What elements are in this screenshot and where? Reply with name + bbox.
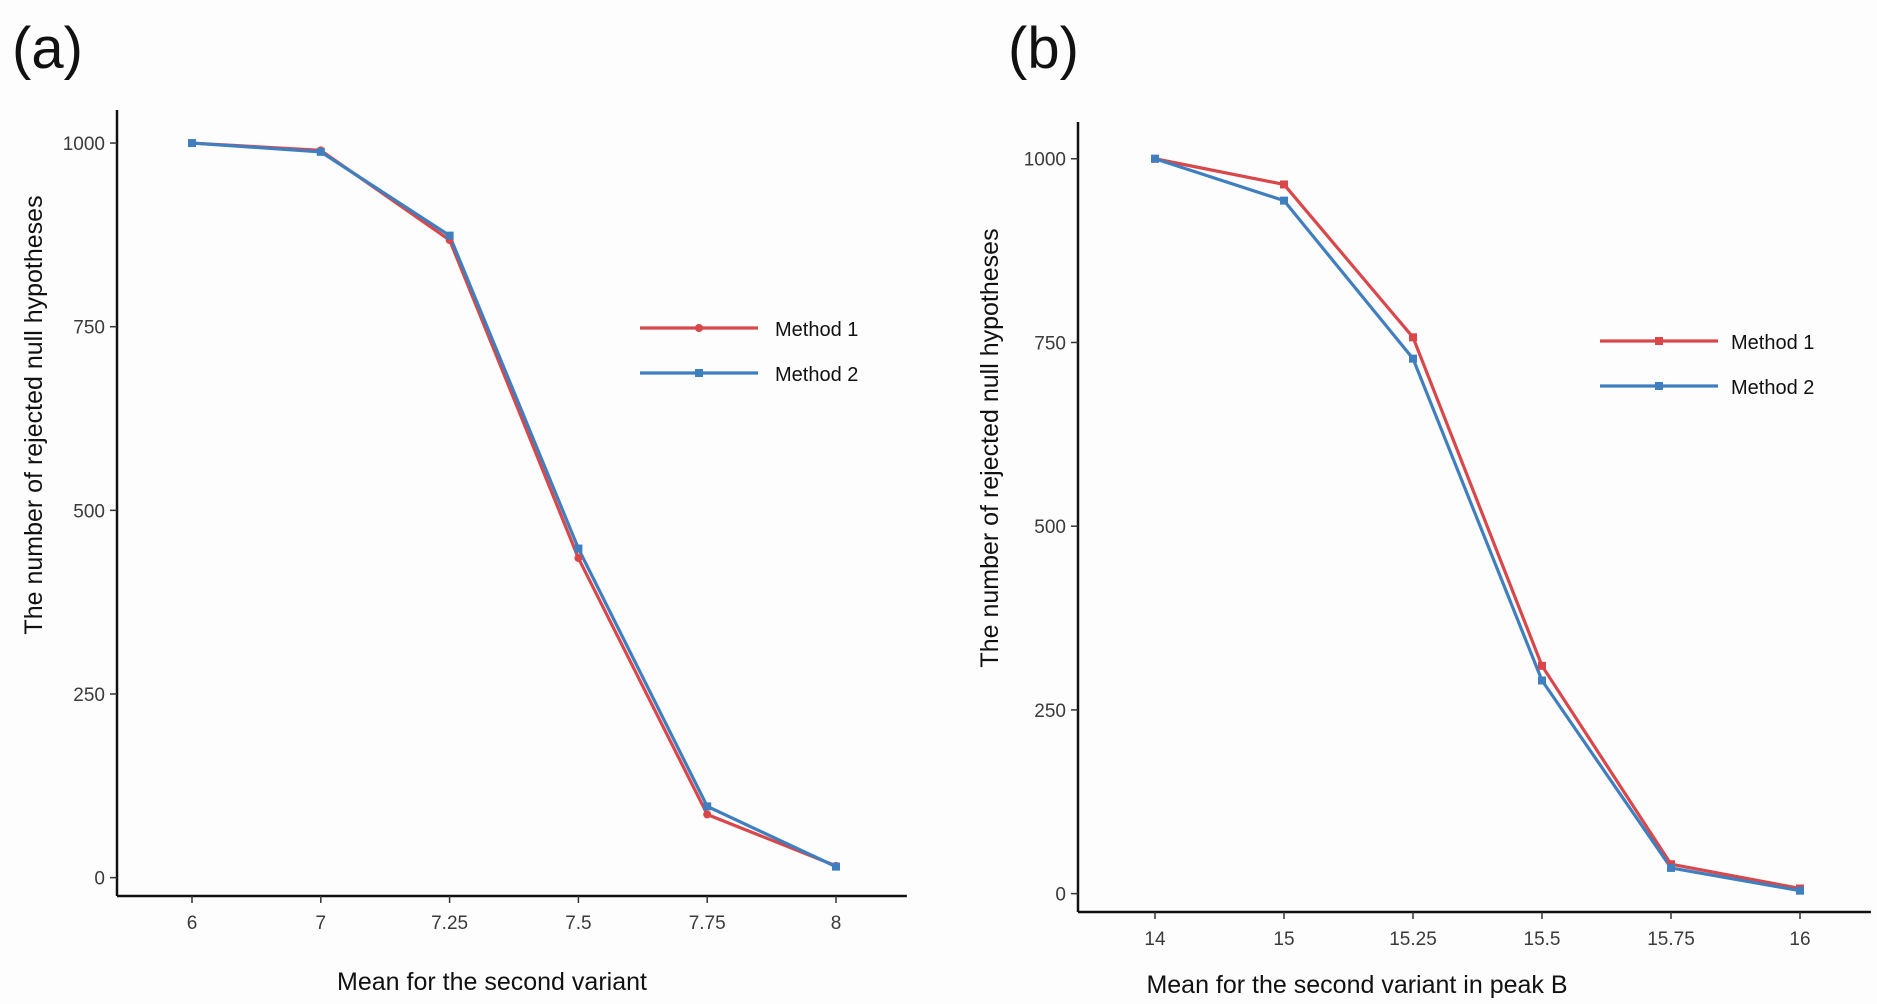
series-line-method-2 xyxy=(191,141,837,869)
data-point xyxy=(1538,676,1546,685)
panel-b: (b) The number of rejected null hypothes… xyxy=(976,16,1871,999)
data-point xyxy=(574,554,583,563)
y-tick-label: 750 xyxy=(1034,333,1066,354)
panel-label: (b) xyxy=(1008,16,1079,81)
x-tick-label: 7.75 xyxy=(689,913,726,934)
data-point xyxy=(316,147,325,156)
y-tick-label: 1000 xyxy=(1024,150,1066,171)
data-point xyxy=(1538,661,1546,670)
x-axis-title: Mean for the second variant in peak B xyxy=(1146,971,1567,999)
y-tick-label: 0 xyxy=(94,869,105,890)
axes xyxy=(115,110,907,898)
data-point xyxy=(1280,196,1288,205)
data-point xyxy=(1151,154,1159,163)
legend-item-method-1: Method 1 xyxy=(775,319,858,341)
ticks: 0 250 500 750 1000 14 15 15.25 15.5 15.75 16 xyxy=(1024,150,1811,950)
legend-label: Method 1 xyxy=(1731,332,1814,354)
series-markers xyxy=(188,139,840,871)
data-point xyxy=(1409,333,1417,342)
series-markers xyxy=(1151,154,1804,895)
data-point xyxy=(1796,886,1804,895)
series-line-method-2 xyxy=(1154,157,1801,893)
data-point xyxy=(574,544,583,553)
x-tick-label: 14 xyxy=(1144,929,1166,950)
x-tick-label: 15 xyxy=(1273,929,1294,950)
data-point xyxy=(703,802,712,811)
data-point xyxy=(1280,180,1288,189)
y-tick-label: 250 xyxy=(73,685,105,706)
y-tick-label: 1000 xyxy=(63,134,105,155)
series-line-method-1 xyxy=(1154,157,1801,891)
x-tick-label: 7.5 xyxy=(565,913,591,934)
axes xyxy=(1076,122,1871,914)
y-axis-title: The number of rejected null hypotheses xyxy=(976,228,1004,667)
y-tick-label: 750 xyxy=(73,318,105,339)
y-tick-label: 500 xyxy=(73,501,105,522)
x-tick-label: 15.5 xyxy=(1524,929,1561,950)
x-tick-label: 15.25 xyxy=(1389,929,1437,950)
legend-item-method-2: Method 2 xyxy=(1731,377,1814,399)
legend-item-method-2: Method 2 xyxy=(775,364,858,386)
legend-label: Method 2 xyxy=(775,364,858,386)
panel-label: (a) xyxy=(12,16,83,81)
legend-item-method-1: Method 1 xyxy=(1731,332,1814,354)
data-point xyxy=(703,810,712,819)
x-tick-label: 7 xyxy=(316,913,327,934)
legend-swatch-marker xyxy=(1655,337,1663,345)
legend-swatch-marker xyxy=(695,324,703,332)
series-lines xyxy=(191,141,837,869)
x-axis-title: Mean for the second variant xyxy=(337,968,647,996)
data-point xyxy=(1667,863,1675,872)
legend-label: Method 1 xyxy=(775,319,858,341)
y-axis-title: The number of rejected null hypotheses xyxy=(20,195,48,634)
y-tick-label: 250 xyxy=(1034,701,1066,722)
x-tick-label: 15.75 xyxy=(1647,929,1695,950)
data-point xyxy=(188,139,196,148)
legend-label: Method 2 xyxy=(1731,377,1814,399)
data-point xyxy=(832,862,840,871)
legend-swatch-marker xyxy=(1655,382,1663,390)
series-lines xyxy=(1154,157,1801,893)
x-tick-label: 6 xyxy=(187,913,198,934)
data-point xyxy=(1409,354,1417,363)
y-tick-label: 500 xyxy=(1034,517,1066,538)
data-point xyxy=(445,231,454,240)
ticks: 0 250 500 750 1000 6 7 7.25 7.5 7.75 8 xyxy=(63,134,842,934)
legend-swatch-marker xyxy=(695,369,703,377)
y-tick-label: 0 xyxy=(1055,885,1066,906)
series-line-method-1 xyxy=(191,141,837,868)
legend: Method 1 Method 2 xyxy=(640,319,858,386)
legend: Method 1 Method 2 xyxy=(1600,332,1814,399)
panel-a: (a) The number of rejected null hypothes… xyxy=(12,16,907,996)
x-tick-label: 7.25 xyxy=(431,913,468,934)
x-tick-label: 16 xyxy=(1789,929,1810,950)
x-tick-label: 8 xyxy=(831,913,842,934)
